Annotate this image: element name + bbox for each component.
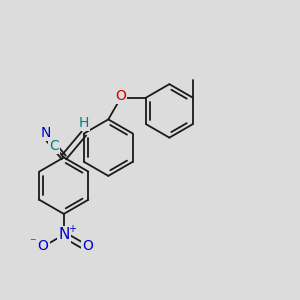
Text: O: O [82, 239, 93, 253]
Text: N: N [58, 227, 70, 242]
Text: H: H [79, 116, 89, 130]
Text: N: N [40, 126, 51, 140]
Text: C: C [49, 139, 58, 153]
Text: +: + [68, 224, 76, 234]
Text: O: O [116, 89, 126, 103]
Text: O: O [38, 239, 49, 253]
Text: ⁻: ⁻ [29, 236, 36, 249]
